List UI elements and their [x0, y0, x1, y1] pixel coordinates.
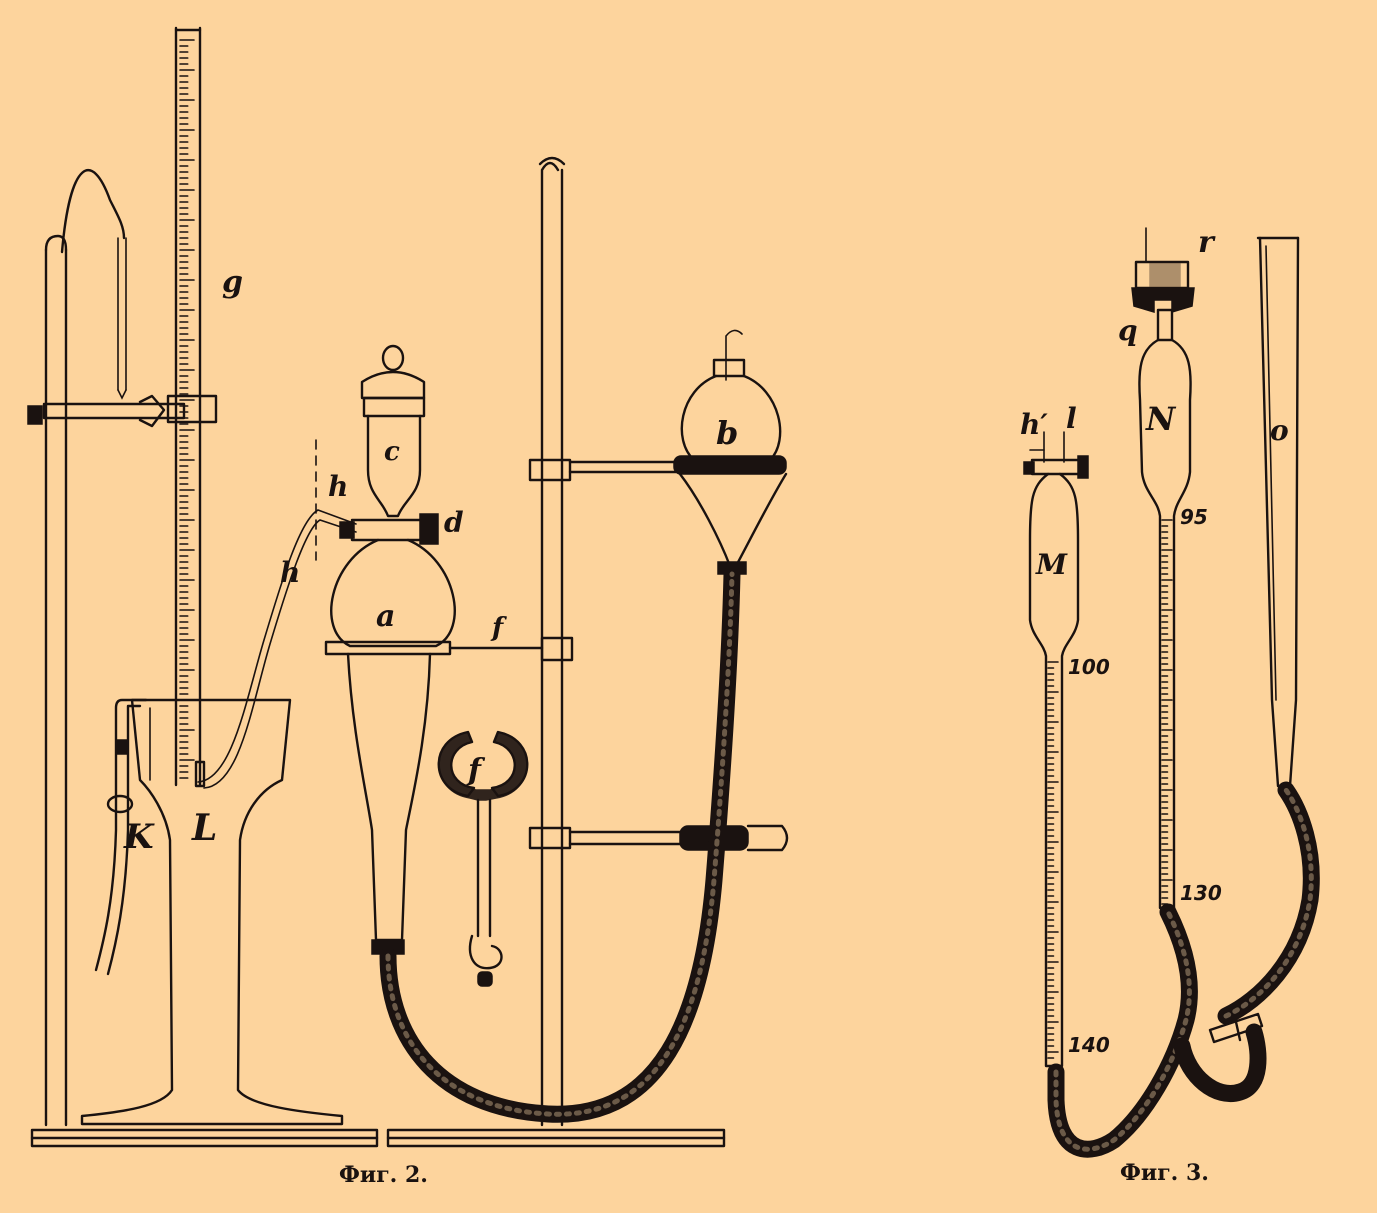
left-stand — [27, 169, 186, 1127]
label-l: l — [1066, 402, 1077, 435]
label-h-upper: h — [328, 470, 348, 503]
mark-100: 100 — [1068, 655, 1110, 679]
label-h-prime: h′ — [1020, 408, 1048, 441]
clamp-f — [437, 730, 529, 987]
label-r: r — [1198, 225, 1216, 260]
siphon-K — [94, 698, 148, 976]
label-f-rod: f — [490, 613, 507, 643]
label-f-clamp: f — [466, 753, 486, 788]
vessel-a-c — [324, 344, 574, 955]
stopper-r — [1131, 227, 1195, 342]
label-c: c — [384, 437, 400, 467]
label-h-lower: h — [280, 556, 300, 589]
tube-M — [1023, 431, 1089, 1068]
burette-scale — [179, 39, 195, 779]
tube-o — [1256, 236, 1300, 788]
label-N: N — [1145, 400, 1177, 438]
mark-140: 140 — [1068, 1033, 1110, 1057]
label-L: L — [191, 807, 217, 849]
right-stand — [528, 156, 789, 1127]
label-M: M — [1035, 548, 1068, 581]
label-a: a — [376, 599, 395, 634]
mark-130: 130 — [1180, 881, 1222, 905]
burette-g — [166, 26, 218, 788]
label-g: g — [222, 265, 243, 300]
rubber-hose — [379, 565, 741, 1123]
figure-3: r q h′ l N M o 95 100 130 140 Фиг. 3. — [1020, 225, 1320, 1186]
label-o: o — [1270, 414, 1289, 447]
base-board — [30, 1128, 726, 1148]
tube-N-scale — [1161, 519, 1173, 905]
label-K: K — [123, 817, 155, 857]
fig3-hoses — [1047, 781, 1320, 1158]
mark-95: 95 — [1180, 505, 1208, 529]
tube-M-scale — [1047, 661, 1059, 1059]
tube-h — [197, 439, 357, 789]
figure-2: g h h c d a f b f K L Фиг. 2. — [27, 26, 789, 1188]
reservoir-b — [673, 329, 788, 575]
caption-fig-2: Фиг. 2. — [339, 1162, 428, 1188]
tube-N — [1138, 338, 1192, 910]
trough-L — [80, 698, 344, 1126]
label-q: q — [1118, 314, 1138, 347]
label-b: b — [716, 414, 738, 452]
label-d: d — [444, 506, 464, 539]
caption-fig-3: Фиг. 3. — [1120, 1160, 1209, 1186]
